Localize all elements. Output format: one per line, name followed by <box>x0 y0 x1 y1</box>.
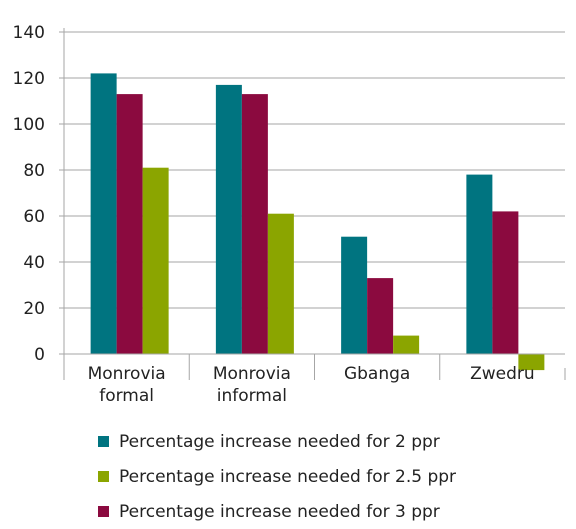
legend-swatch-2ppr <box>98 436 109 447</box>
bar <box>518 354 545 371</box>
x-category-label: Monrovia informal <box>213 364 291 406</box>
y-tick-label: 20 <box>23 299 45 319</box>
legend-swatch-2-5ppr <box>98 471 109 482</box>
x-category-label: Zwedru <box>470 364 535 384</box>
bar <box>142 167 169 354</box>
bar <box>215 84 242 355</box>
legend-swatch-3ppr <box>98 506 109 517</box>
bar <box>466 174 493 354</box>
y-tick-label: 0 <box>34 345 45 365</box>
bar <box>393 335 420 354</box>
bar <box>116 94 143 354</box>
y-tick-label: 40 <box>23 253 45 273</box>
bar <box>90 73 117 355</box>
legend-label: Percentage increase needed for 2.5 ppr <box>119 466 457 487</box>
legend-item: Percentage increase needed for 3 ppr <box>98 494 456 529</box>
bar <box>241 94 268 354</box>
y-tick-label: 140 <box>13 23 45 43</box>
y-axis: 0 20 40 60 80 100 120 140 <box>13 23 65 365</box>
legend-item: Percentage increase needed for 2.5 ppr <box>98 459 456 494</box>
legend: Percentage increase needed for 2 ppr Per… <box>98 424 456 529</box>
bar <box>341 236 368 354</box>
legend-item: Percentage increase needed for 2 ppr <box>98 424 456 459</box>
y-tick-label: 100 <box>13 115 45 135</box>
x-category-label: Monrovia formal <box>88 364 166 406</box>
x-category-label: Gbanga <box>344 364 410 384</box>
legend-label: Percentage increase needed for 2 ppr <box>119 431 440 452</box>
y-tick-label: 120 <box>13 69 45 89</box>
bars <box>90 73 545 371</box>
x-axis: Monrovia formal Monrovia informal Gbanga Zwed… <box>63 353 566 406</box>
y-tick-label: 80 <box>23 161 45 181</box>
bar <box>267 213 294 354</box>
bar <box>367 278 394 354</box>
y-tick-label: 60 <box>23 207 45 227</box>
bar <box>492 211 519 354</box>
legend-label: Percentage increase needed for 3 ppr <box>119 501 440 522</box>
